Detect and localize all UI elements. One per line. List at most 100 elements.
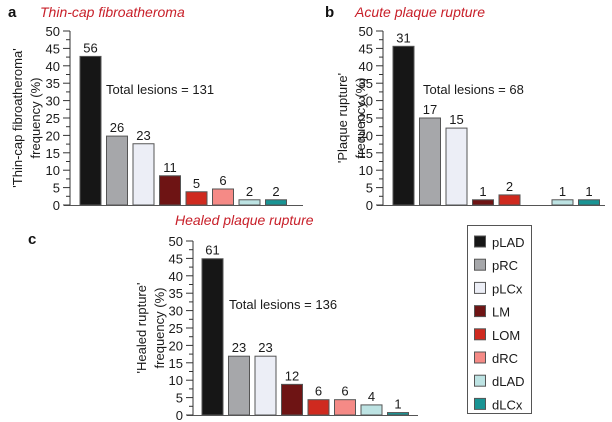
panel-letter: a: [8, 4, 17, 21]
y-tick-label: 20: [169, 338, 183, 353]
legend-swatch-dlcx: [474, 397, 486, 410]
bar-lom: [498, 194, 521, 206]
y-axis-label: 'Healed rupture': [134, 283, 149, 374]
bar-value-label: 17: [423, 102, 437, 117]
bar-plcx: [445, 127, 468, 206]
y-tick-label: 40: [169, 269, 183, 284]
panel-title: Healed plaque rupture: [175, 212, 314, 228]
bar-value-label: 23: [232, 340, 246, 355]
y-tick-label: 15: [359, 146, 373, 161]
panel-b: b Acute plaque rupture 0 5 10 15 20 25 30 35 40 45 5…: [325, 4, 605, 213]
y-tick-label: 25: [359, 111, 373, 126]
y-tick-label: 45: [359, 41, 373, 56]
bar-value-label: 23: [136, 128, 150, 143]
legend-swatch-drc: [474, 351, 486, 364]
y-tick-label: 5: [366, 181, 373, 196]
y-tick-label: 10: [46, 163, 60, 178]
y-axis-label: frequency (%): [28, 78, 43, 159]
legend-label-lm: LM: [492, 305, 510, 320]
bar-prc: [228, 355, 250, 416]
bar-value-label: 6: [315, 384, 322, 399]
bar-value-label: 1: [394, 397, 401, 412]
bar-value-label: 26: [110, 120, 124, 135]
bar-plcx: [254, 355, 277, 416]
legend-swatch-plad: [474, 235, 486, 248]
bar-lm: [159, 175, 181, 206]
legend: pLAD pRC pLCx LM LOM dRC dLAD dLCx: [467, 225, 532, 414]
panel-letter: b: [325, 4, 334, 21]
bar-plad: [79, 55, 102, 206]
bar-dlad: [551, 199, 574, 206]
legend-swatch-lm: [474, 305, 486, 318]
panel-a: a Thin-cap fibroatheroma05101520253035404…: [8, 4, 303, 213]
y-tick-label: 0: [53, 198, 60, 213]
y-tick-label: 25: [169, 321, 183, 336]
bar-value-label: 1: [559, 184, 566, 199]
bar-drc: [334, 399, 356, 416]
y-tick-label: 0: [176, 408, 183, 422]
legend-label-lom: LOM: [492, 328, 520, 343]
legend-label-plcx: pLCx: [492, 281, 523, 296]
legend-label-plad: pLAD: [492, 235, 525, 250]
bar-value-label: 2: [506, 179, 513, 194]
legend-swatch-lom: [474, 328, 486, 341]
bar-lom: [185, 191, 208, 206]
y-tick-label: 50: [169, 234, 183, 249]
bar-value-label: 2: [246, 184, 253, 199]
bar-value-label: 56: [83, 40, 97, 55]
bar-value-label: 12: [285, 368, 299, 383]
y-tick-label: 30: [359, 94, 373, 109]
legend-label-drc: dRC: [492, 351, 518, 366]
bar-lom: [307, 399, 330, 416]
legend-swatch-dlad: [474, 374, 486, 387]
total-lesions-annotation: Total lesions = 131: [106, 82, 214, 97]
legend-label-prc: pRC: [492, 258, 518, 273]
bar-plcx: [132, 143, 155, 206]
y-tick-label: 5: [53, 181, 60, 196]
bar-value-label: 6: [341, 384, 348, 399]
panel-title: Thin-cap fibroatheroma: [40, 4, 185, 20]
y-tick-label: 5: [176, 391, 183, 406]
y-tick-label: 35: [359, 76, 373, 91]
total-lesions-annotation: Total lesions = 68: [423, 82, 524, 97]
bar-value-label: 15: [449, 112, 463, 127]
y-axis-label: frequency (%): [152, 288, 167, 369]
y-tick-label: 50: [359, 24, 373, 39]
legend-label-dlad: dLAD: [492, 374, 525, 389]
panel-letter: c: [28, 231, 36, 248]
legend-label-dlcx: dLCx: [492, 397, 523, 412]
bar-dlad: [360, 404, 383, 416]
bar-drc: [212, 188, 234, 206]
y-tick-label: 15: [46, 146, 60, 161]
y-tick-label: 50: [46, 24, 60, 39]
bar-dlcx: [387, 412, 409, 416]
bar-lm: [472, 199, 494, 206]
bar-dlcx: [578, 199, 600, 206]
legend-swatch-plcx: [474, 281, 486, 294]
y-tick-label: 35: [169, 286, 183, 301]
y-tick-label: 40: [46, 59, 60, 74]
y-axis-label: frequency (%): [353, 78, 368, 159]
bar-lm: [281, 383, 303, 416]
y-tick-label: 15: [169, 356, 183, 371]
bar-value-label: 11: [163, 160, 177, 175]
bar-value-label: 23: [258, 340, 272, 355]
bar-prc: [419, 117, 441, 206]
bar-value-label: 4: [368, 389, 375, 404]
y-tick-label: 0: [366, 198, 373, 213]
bar-value-label: 6: [219, 173, 226, 188]
bar-value-label: 61: [205, 243, 219, 258]
y-tick-label: 30: [46, 94, 60, 109]
y-tick-label: 35: [46, 76, 60, 91]
bar-dlcx: [265, 199, 287, 206]
y-tick-label: 25: [46, 111, 60, 126]
y-tick-label: 20: [46, 128, 60, 143]
y-tick-label: 40: [359, 59, 373, 74]
y-tick-label: 10: [169, 373, 183, 388]
bar-plad: [201, 258, 224, 416]
y-axis-label: 'Plaque rupture': [335, 73, 350, 163]
bar-value-label: 2: [272, 184, 279, 199]
y-tick-label: 30: [169, 304, 183, 319]
legend-swatch-prc: [474, 258, 486, 271]
